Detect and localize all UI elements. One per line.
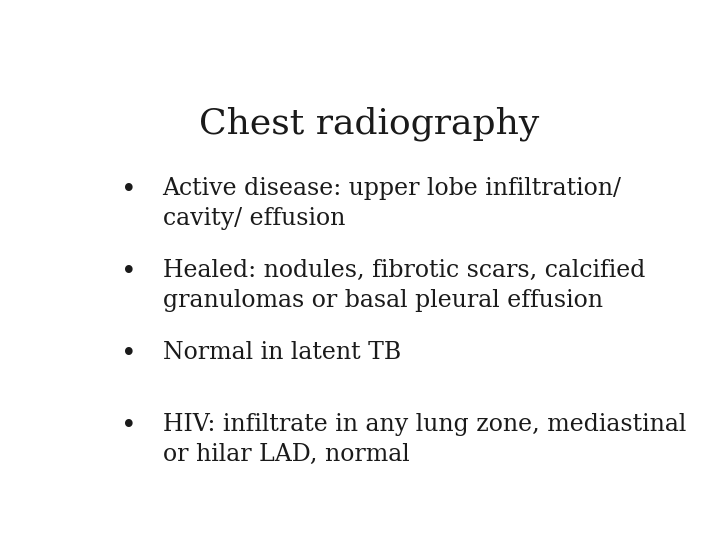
Text: Healed: nodules, fibrotic scars, calcified: Healed: nodules, fibrotic scars, calcifi…: [163, 259, 645, 282]
Text: Chest radiography: Chest radiography: [199, 106, 539, 141]
Text: or hilar LAD, normal: or hilar LAD, normal: [163, 443, 409, 466]
Text: cavity/ effusion: cavity/ effusion: [163, 207, 345, 230]
Text: Active disease: upper lobe infiltration/: Active disease: upper lobe infiltration/: [163, 177, 621, 200]
Text: •: •: [121, 259, 137, 284]
Text: granulomas or basal pleural effusion: granulomas or basal pleural effusion: [163, 289, 603, 312]
Text: •: •: [121, 177, 137, 202]
Text: HIV: infiltrate in any lung zone, mediastinal: HIV: infiltrate in any lung zone, medias…: [163, 413, 686, 436]
Text: •: •: [121, 341, 137, 366]
Text: •: •: [121, 413, 137, 438]
Text: Normal in latent TB: Normal in latent TB: [163, 341, 401, 363]
